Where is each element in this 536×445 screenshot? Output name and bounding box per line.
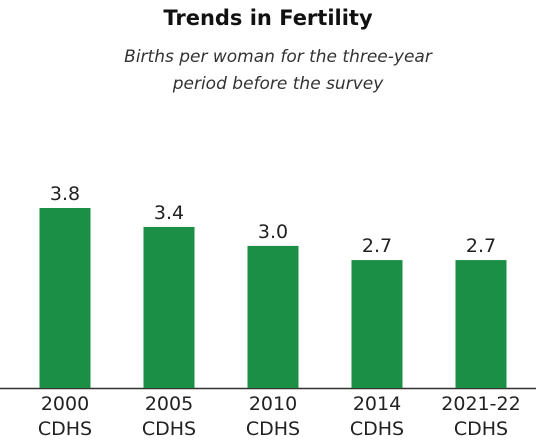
bar bbox=[143, 226, 195, 388]
bar bbox=[39, 208, 91, 388]
x-tick-label: 2000 CDHS bbox=[37, 393, 93, 440]
bar bbox=[247, 245, 299, 388]
chart-subtitle: Births per woman for the three-year peri… bbox=[124, 47, 432, 94]
bar bbox=[351, 260, 403, 388]
x-tick-label: 2005 CDHS bbox=[141, 393, 197, 440]
bar bbox=[455, 260, 507, 388]
x-tick-label: 2010 CDHS bbox=[245, 393, 301, 440]
x-tick-label: 2021-22 CDHS bbox=[441, 393, 521, 440]
chart-title: Trends in Fertility bbox=[163, 6, 373, 30]
value-label: 2.7 bbox=[466, 235, 496, 257]
x-tick-label: 2014 CDHS bbox=[349, 393, 405, 440]
value-label: 2.7 bbox=[362, 235, 392, 257]
value-label: 3.4 bbox=[154, 202, 184, 224]
value-label: 3.8 bbox=[50, 183, 80, 205]
value-label: 3.0 bbox=[258, 221, 288, 243]
